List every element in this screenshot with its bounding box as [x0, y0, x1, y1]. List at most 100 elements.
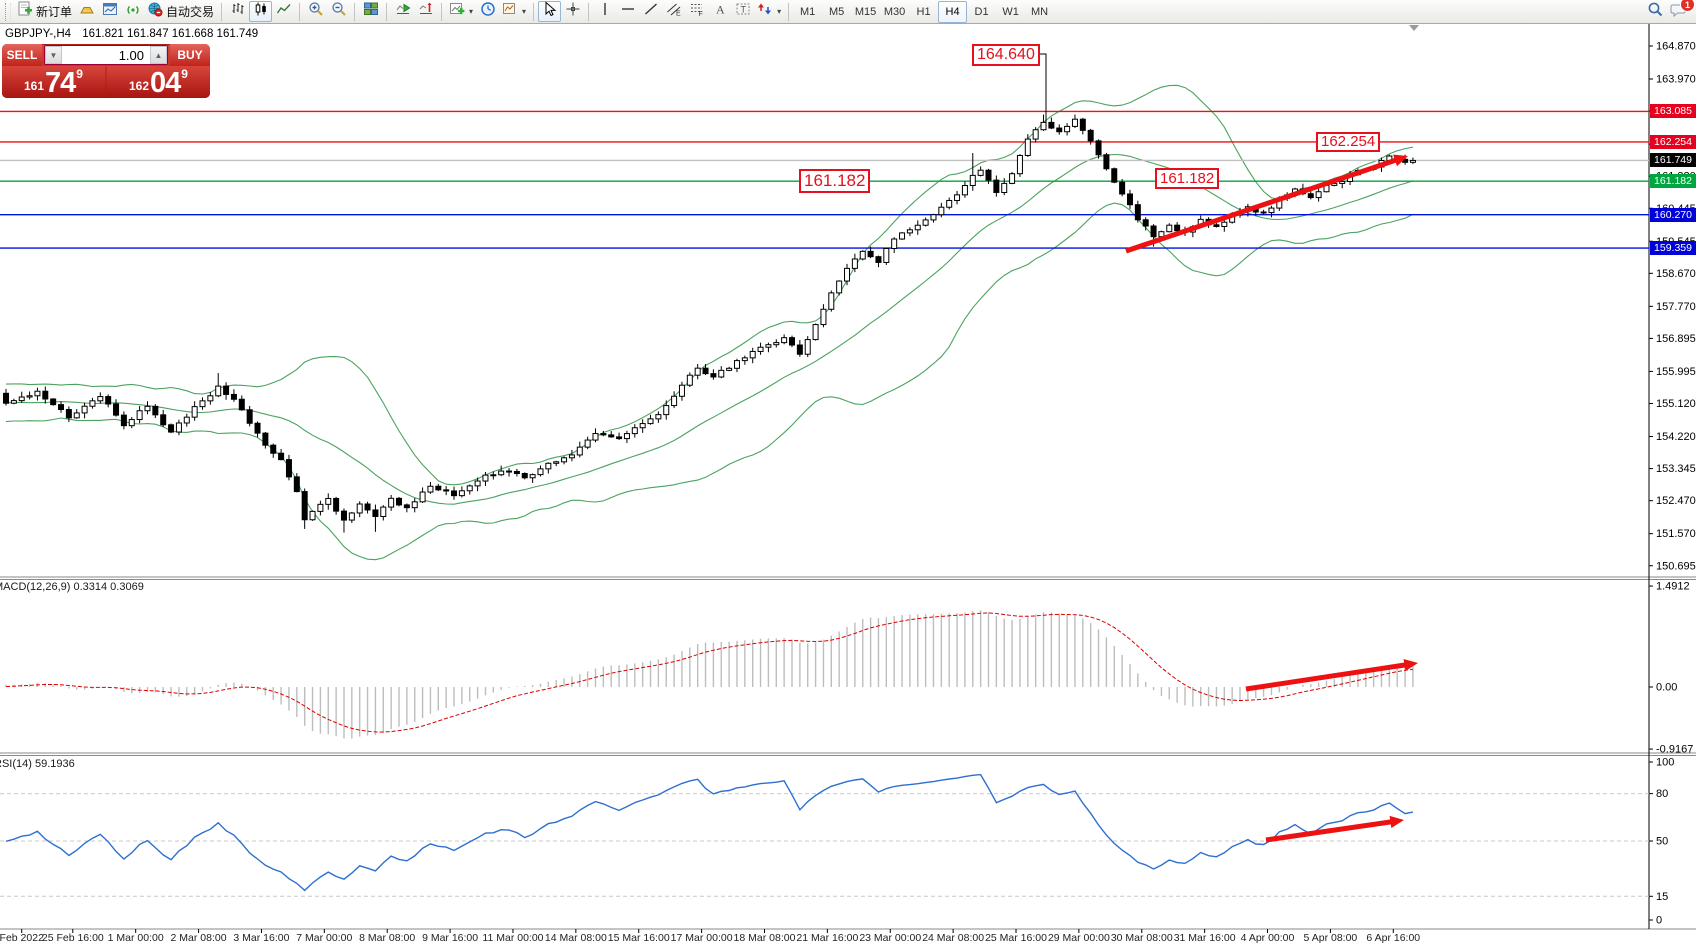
trend-arrow-main[interactable] [1125, 155, 1404, 254]
time-label: 17 Mar 00:00 [671, 932, 733, 944]
buy-price-pips: 04 [150, 67, 181, 98]
price-annotation-162254[interactable]: 162.254 [1316, 132, 1381, 152]
candlestick-chart-button[interactable] [249, 1, 273, 22]
macd-values: 0.3314 0.3069 [73, 581, 144, 593]
tile-windows-button[interactable] [359, 1, 382, 22]
candlestick-icon [253, 1, 269, 22]
channel-tool-button[interactable]: E [662, 1, 685, 22]
trendline-tool-button[interactable] [639, 1, 662, 22]
timeframe-D1[interactable]: D1 [974, 5, 989, 18]
fibonacci-tool-button[interactable]: F [685, 1, 708, 22]
tile-windows-icon [363, 1, 379, 22]
chart-shift-marker[interactable] [1409, 25, 1419, 31]
signals-button[interactable] [121, 1, 144, 22]
time-label: 5 Apr 08:00 [1304, 932, 1358, 944]
text-tool-button[interactable]: A [708, 1, 731, 22]
timeframe-M5[interactable]: M5 [828, 5, 845, 18]
trend-arrow-head [1403, 659, 1418, 672]
bar-chart-button[interactable] [226, 1, 249, 22]
timeframe-M1[interactable]: M1 [799, 5, 816, 18]
time-label: 4 Apr 00:00 [1241, 932, 1295, 944]
macd-tick-label: 0.00 [1656, 682, 1677, 694]
search-button[interactable] [1644, 1, 1667, 22]
chat-button[interactable]: 1 [1667, 0, 1695, 22]
volume-down-button[interactable]: ▼ [45, 46, 62, 64]
period-clock-button[interactable] [476, 1, 499, 22]
notification-badge[interactable]: 1 [1680, 0, 1695, 12]
svg-text:F: F [698, 11, 702, 17]
gold-icon [79, 1, 95, 22]
new-chart-icon [449, 1, 465, 22]
one-click-trade-panel: SELL ▼ 1.00 ▲ BUY 161 74 9 162 04 9 [2, 44, 210, 98]
timeframe-W1[interactable]: W1 [1002, 5, 1019, 18]
price-tick-label: 150.695 [1656, 560, 1696, 572]
timeframe-M30[interactable]: M30 [883, 5, 906, 18]
new-order-label: 新订单 [36, 5, 73, 19]
bar-chart-icon [230, 1, 246, 22]
trend-arrow-macd[interactable] [1245, 661, 1413, 692]
history-center-button[interactable] [75, 1, 98, 22]
cursor-tool-button[interactable] [538, 1, 562, 22]
fibonacci-icon: F [689, 1, 705, 22]
clock-icon [480, 1, 496, 22]
search-icon [1647, 1, 1664, 23]
timeframe-group: M1 M5 M15 M30 H1 H4 D1 W1 MN [793, 0, 1054, 23]
horizontal-line-tool-button[interactable] [616, 1, 639, 22]
text-label-tool-button[interactable]: T [731, 1, 754, 22]
macd-axis: 1.4912 0.00 -0.9167 [1649, 581, 1693, 756]
autotrading-button[interactable]: 自动交易 [144, 1, 217, 22]
price-badge-161182: 161.182 [1650, 174, 1696, 188]
svg-text:A: A [716, 3, 725, 17]
chart-title: GBPJPY-,H4 161.821 161.847 161.668 161.7… [5, 28, 258, 40]
timeframe-H4[interactable]: H4 [938, 0, 968, 23]
rsi-panel [0, 793, 1649, 897]
price-tick-label: 158.670 [1656, 268, 1696, 280]
price-annotation-161182-left[interactable]: 161.182 [799, 169, 871, 193]
chart-ohlc-values: 161.821 161.847 161.668 161.749 [82, 28, 259, 40]
vertical-line-tool-button[interactable] [593, 1, 616, 22]
price-annotation-164640[interactable]: 164.640 [972, 44, 1040, 66]
svg-text:E: E [676, 11, 681, 18]
sell-price[interactable]: 161 74 9 [2, 66, 105, 98]
zoom-in-button[interactable] [304, 1, 327, 22]
timeframe-H1[interactable]: H1 [916, 5, 931, 18]
new-chart-button[interactable]: ▾ [446, 1, 476, 22]
chart-window-icon [102, 1, 118, 22]
zoom-out-button[interactable] [327, 1, 350, 22]
trend-arrow-rsi[interactable] [1265, 818, 1399, 843]
new-order-button[interactable]: 新订单 [14, 1, 75, 22]
new-order-icon [17, 1, 33, 22]
buy-price[interactable]: 162 04 9 [107, 66, 210, 98]
rsi-indicator-label: RSI(14) 59.1936 [0, 758, 75, 770]
price-badge-162254: 162.254 [1650, 135, 1696, 149]
chart-shift-button[interactable] [414, 1, 437, 22]
auto-scroll-icon [395, 1, 411, 22]
cursor-icon [542, 1, 558, 22]
trend-arrow-head [1393, 154, 1408, 167]
rsi-tick-label: 100 [1656, 757, 1674, 769]
volume-value[interactable]: 1.00 [118, 47, 144, 63]
time-label: 7 Mar 00:00 [296, 932, 352, 944]
time-label: 11 Mar 00:00 [482, 932, 543, 944]
templates-button[interactable]: ▾ [499, 1, 529, 22]
timeframe-MN[interactable]: MN [1031, 5, 1049, 18]
toolbar-grip[interactable] [5, 2, 11, 21]
timeframe-M15[interactable]: M15 [854, 5, 877, 18]
buy-button[interactable]: BUY [170, 44, 210, 66]
price-annotation-161182-mid[interactable]: 161.182 [1155, 168, 1220, 189]
auto-scroll-button[interactable] [391, 1, 414, 22]
sell-button[interactable]: SELL [2, 44, 42, 66]
line-chart-button[interactable] [272, 1, 295, 22]
price-tick-label: 155.120 [1656, 398, 1696, 410]
dropdown-caret-icon: ▾ [522, 7, 527, 16]
chart-shift-icon [418, 1, 434, 22]
arrows-tool-button[interactable]: ▾ [754, 1, 784, 22]
volume-up-button[interactable]: ▲ [150, 46, 167, 64]
rsi-tick-label: 80 [1656, 788, 1668, 800]
text-label-icon: T [735, 1, 751, 22]
crosshair-tool-button[interactable] [561, 1, 584, 22]
market-watch-button[interactable] [98, 1, 121, 22]
price-tick-label: 156.895 [1656, 333, 1696, 345]
